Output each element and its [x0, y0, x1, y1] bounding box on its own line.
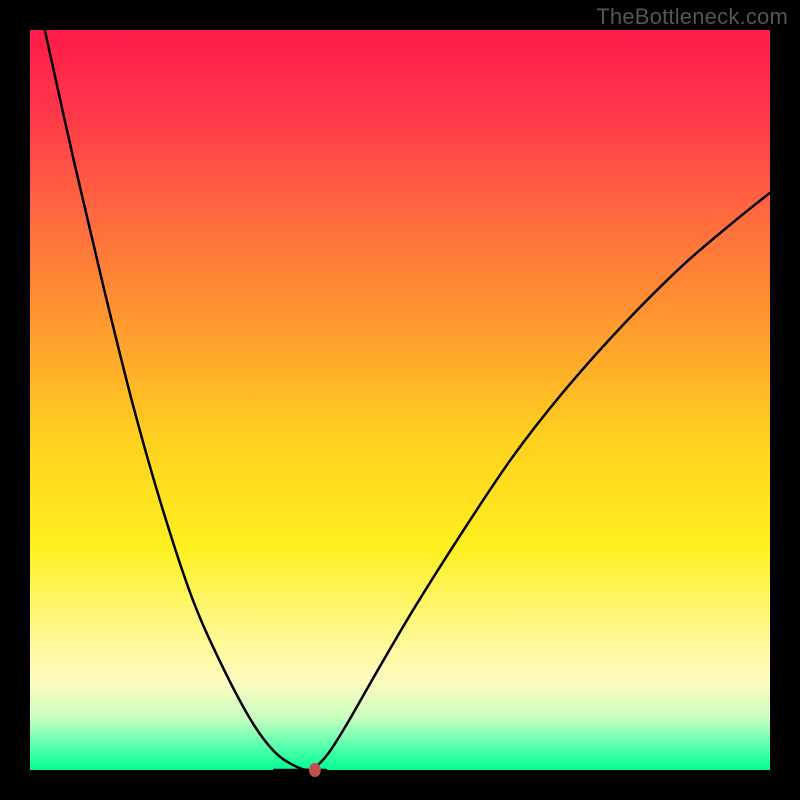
chart-container: TheBottleneck.com	[0, 0, 800, 800]
plot-background	[30, 30, 770, 770]
bottleneck-chart	[0, 0, 800, 800]
watermark-label: TheBottleneck.com	[596, 4, 788, 30]
optimal-point-marker	[309, 763, 321, 777]
